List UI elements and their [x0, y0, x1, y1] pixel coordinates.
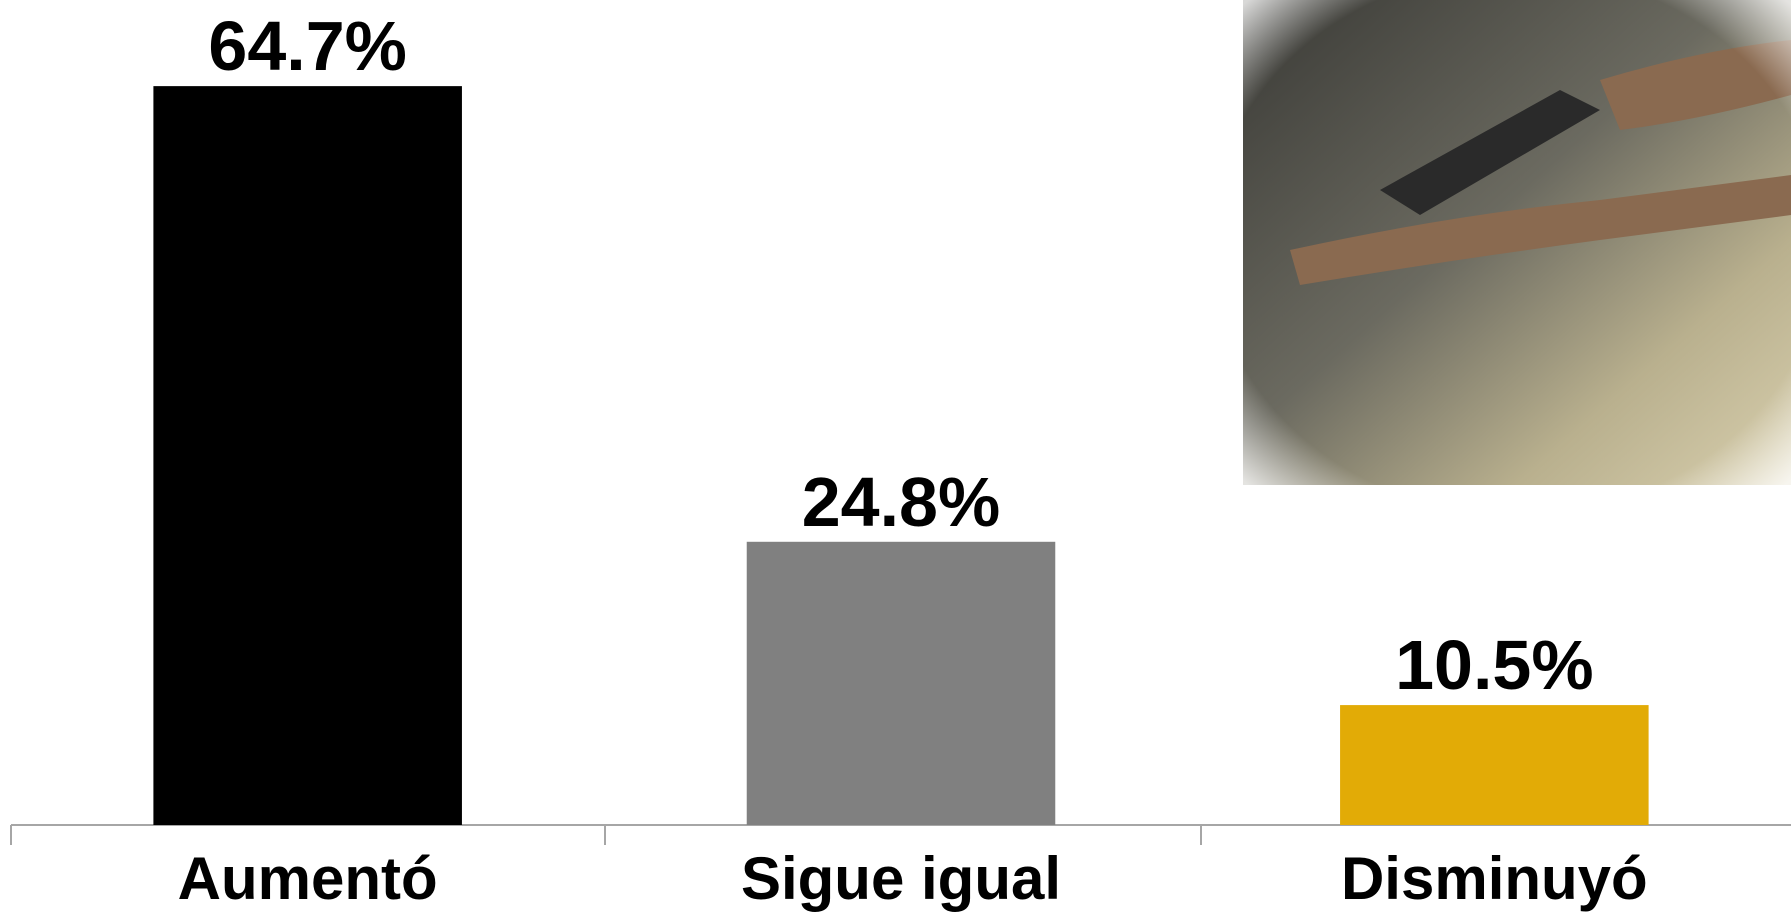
value-label: 64.7%	[208, 7, 406, 85]
bar	[1340, 705, 1649, 825]
x-tick-label: Aumentó	[178, 845, 438, 912]
value-label: 24.8%	[802, 463, 1000, 541]
x-tick-label: Disminuyó	[1341, 845, 1648, 912]
value-label: 10.5%	[1395, 626, 1593, 704]
x-tick-label: Sigue igual	[741, 845, 1061, 912]
photo	[1243, 0, 1791, 485]
bar	[153, 86, 462, 826]
bar	[746, 541, 1056, 825]
